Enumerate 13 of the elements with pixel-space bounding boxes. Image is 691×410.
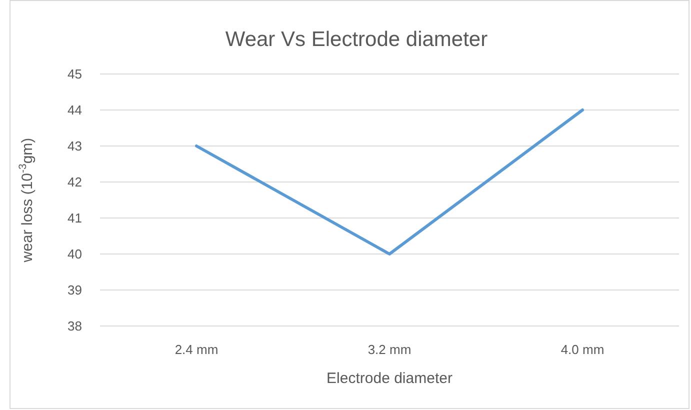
y-tick-label: 38 <box>68 318 82 334</box>
y-tick-label: 41 <box>68 210 82 226</box>
y-tick-label: 45 <box>68 66 82 82</box>
x-axis-title: Electrode diameter <box>326 370 452 387</box>
y-tick-label: 44 <box>68 102 82 118</box>
y-tick-label: 43 <box>68 138 82 154</box>
x-tick-label: 3.2 mm <box>368 342 412 357</box>
y-tick-label: 42 <box>68 174 82 190</box>
y-tick-label: 39 <box>68 282 82 298</box>
y-tick-label: 40 <box>68 246 82 262</box>
chart-title: Wear Vs Electrode diameter <box>225 28 488 51</box>
x-tick-label: 4.0 mm <box>560 342 604 357</box>
x-tick-label: 2.4 mm <box>174 342 218 357</box>
